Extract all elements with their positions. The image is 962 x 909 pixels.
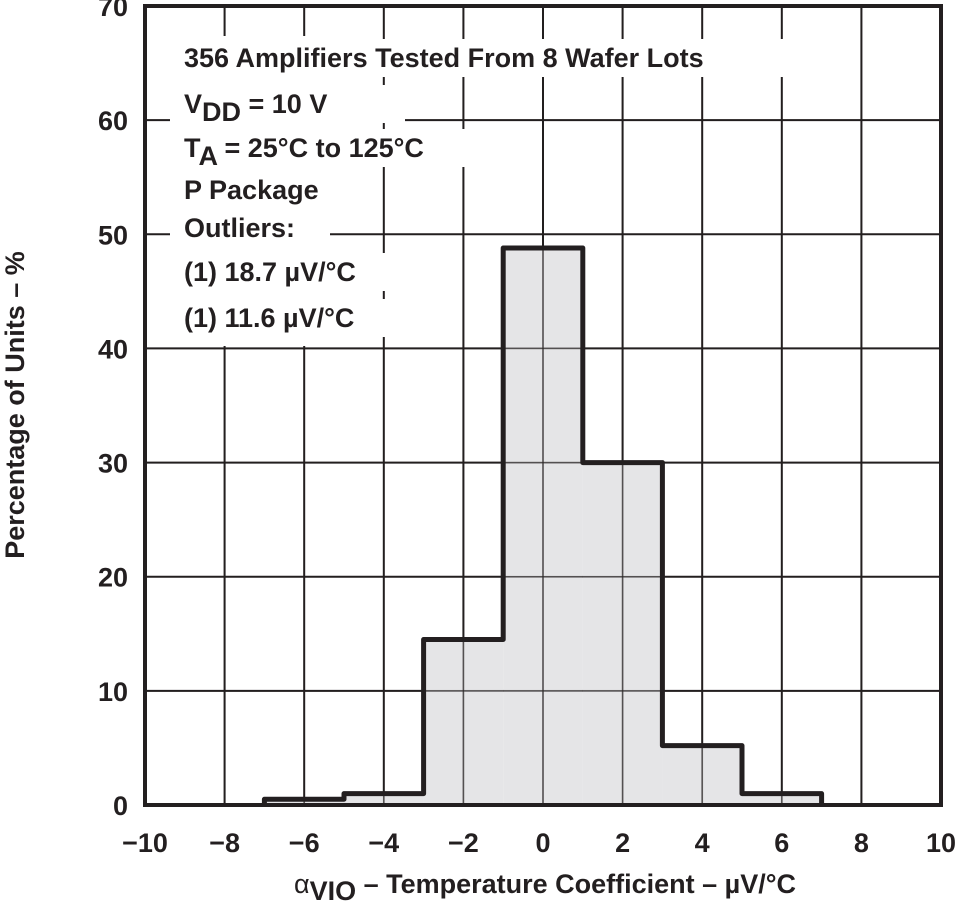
histogram-outline (261, 245, 825, 805)
y-tick-label: 30 (98, 449, 128, 479)
annotation-rest: = 10 V (241, 89, 327, 119)
y-tick-label: 0 (113, 791, 128, 821)
y-axis-label: Percentage of Units – % (0, 251, 30, 559)
y-tick-label: 10 (98, 677, 128, 707)
annotation-subscript: A (199, 141, 218, 171)
bars (144, 5, 942, 806)
annotation-line: (1) 18.7 µV/°C (184, 257, 356, 287)
x-label-subscript: VIO (310, 876, 357, 904)
annotation-text: 356 Amplifiers Tested From 8 Wafer Lots (184, 43, 704, 73)
x-label-symbol: α (294, 869, 310, 899)
annotation-line: TA = 25°C to 125°C (184, 133, 424, 171)
x-axis-label: αVIO – Temperature Coefficient – µV/°C (294, 869, 796, 904)
x-tick-label: 4 (695, 828, 710, 858)
x-label-text: – Temperature Coefficient – µV/°C (356, 869, 796, 899)
x-tick-label: 6 (774, 828, 789, 858)
x-tick-label: −4 (368, 828, 399, 858)
annotation-bg (175, 85, 405, 123)
annotation-text: P Package (184, 175, 319, 205)
annotation-bg (175, 171, 355, 209)
y-tick-label: 70 (98, 0, 128, 22)
annotation-subscript: DD (202, 97, 241, 127)
annotation-bg (175, 129, 485, 167)
annotation-bg (175, 253, 395, 291)
annotation-bg (175, 209, 320, 247)
x-tick-label: −6 (289, 828, 320, 858)
x-tick-label: −2 (448, 828, 479, 858)
y-tick-label: 60 (98, 106, 128, 136)
annotation-line: (1) 11.6 µV/°C (184, 303, 354, 333)
annotation-bg (175, 299, 395, 337)
annotation-block: 356 Amplifiers Tested From 8 Wafer Lots V… (175, 39, 825, 337)
x-tick-label: −10 (122, 828, 168, 858)
y-tick-label: 50 (98, 220, 128, 250)
annotation-text: (1) 18.7 µV/°C (184, 257, 356, 287)
y-tick-label: 40 (98, 334, 128, 364)
annotation-line: VDD = 10 V (184, 89, 327, 127)
annotation-text: T (184, 133, 201, 163)
x-tick-label: 10 (926, 828, 956, 858)
x-tick-label: 8 (854, 828, 869, 858)
y-tick-label: 20 (98, 563, 128, 593)
x-tick-label: 2 (615, 828, 630, 858)
plot-frame (143, 4, 943, 807)
x-tick-label: 0 (535, 828, 550, 858)
annotation-text: V (184, 89, 202, 119)
x-tick-labels: −10 −8 −6 −4 −2 0 2 4 6 8 10 (122, 828, 956, 858)
y-tick-labels: 0 10 20 30 40 50 60 70 (98, 0, 128, 821)
annotation-bg (175, 39, 825, 77)
x-tick-label: −8 (209, 828, 240, 858)
annotation-line: P Package (184, 175, 319, 205)
annotation-line: Outliers: (184, 213, 295, 243)
annotation-line: 356 Amplifiers Tested From 8 Wafer Lots (184, 43, 704, 73)
annotation-text: (1) 11.6 µV/°C (184, 303, 354, 333)
annotation-rest: = 25°C to 125°C (217, 133, 424, 163)
annotation-text: Outliers: (184, 213, 295, 243)
